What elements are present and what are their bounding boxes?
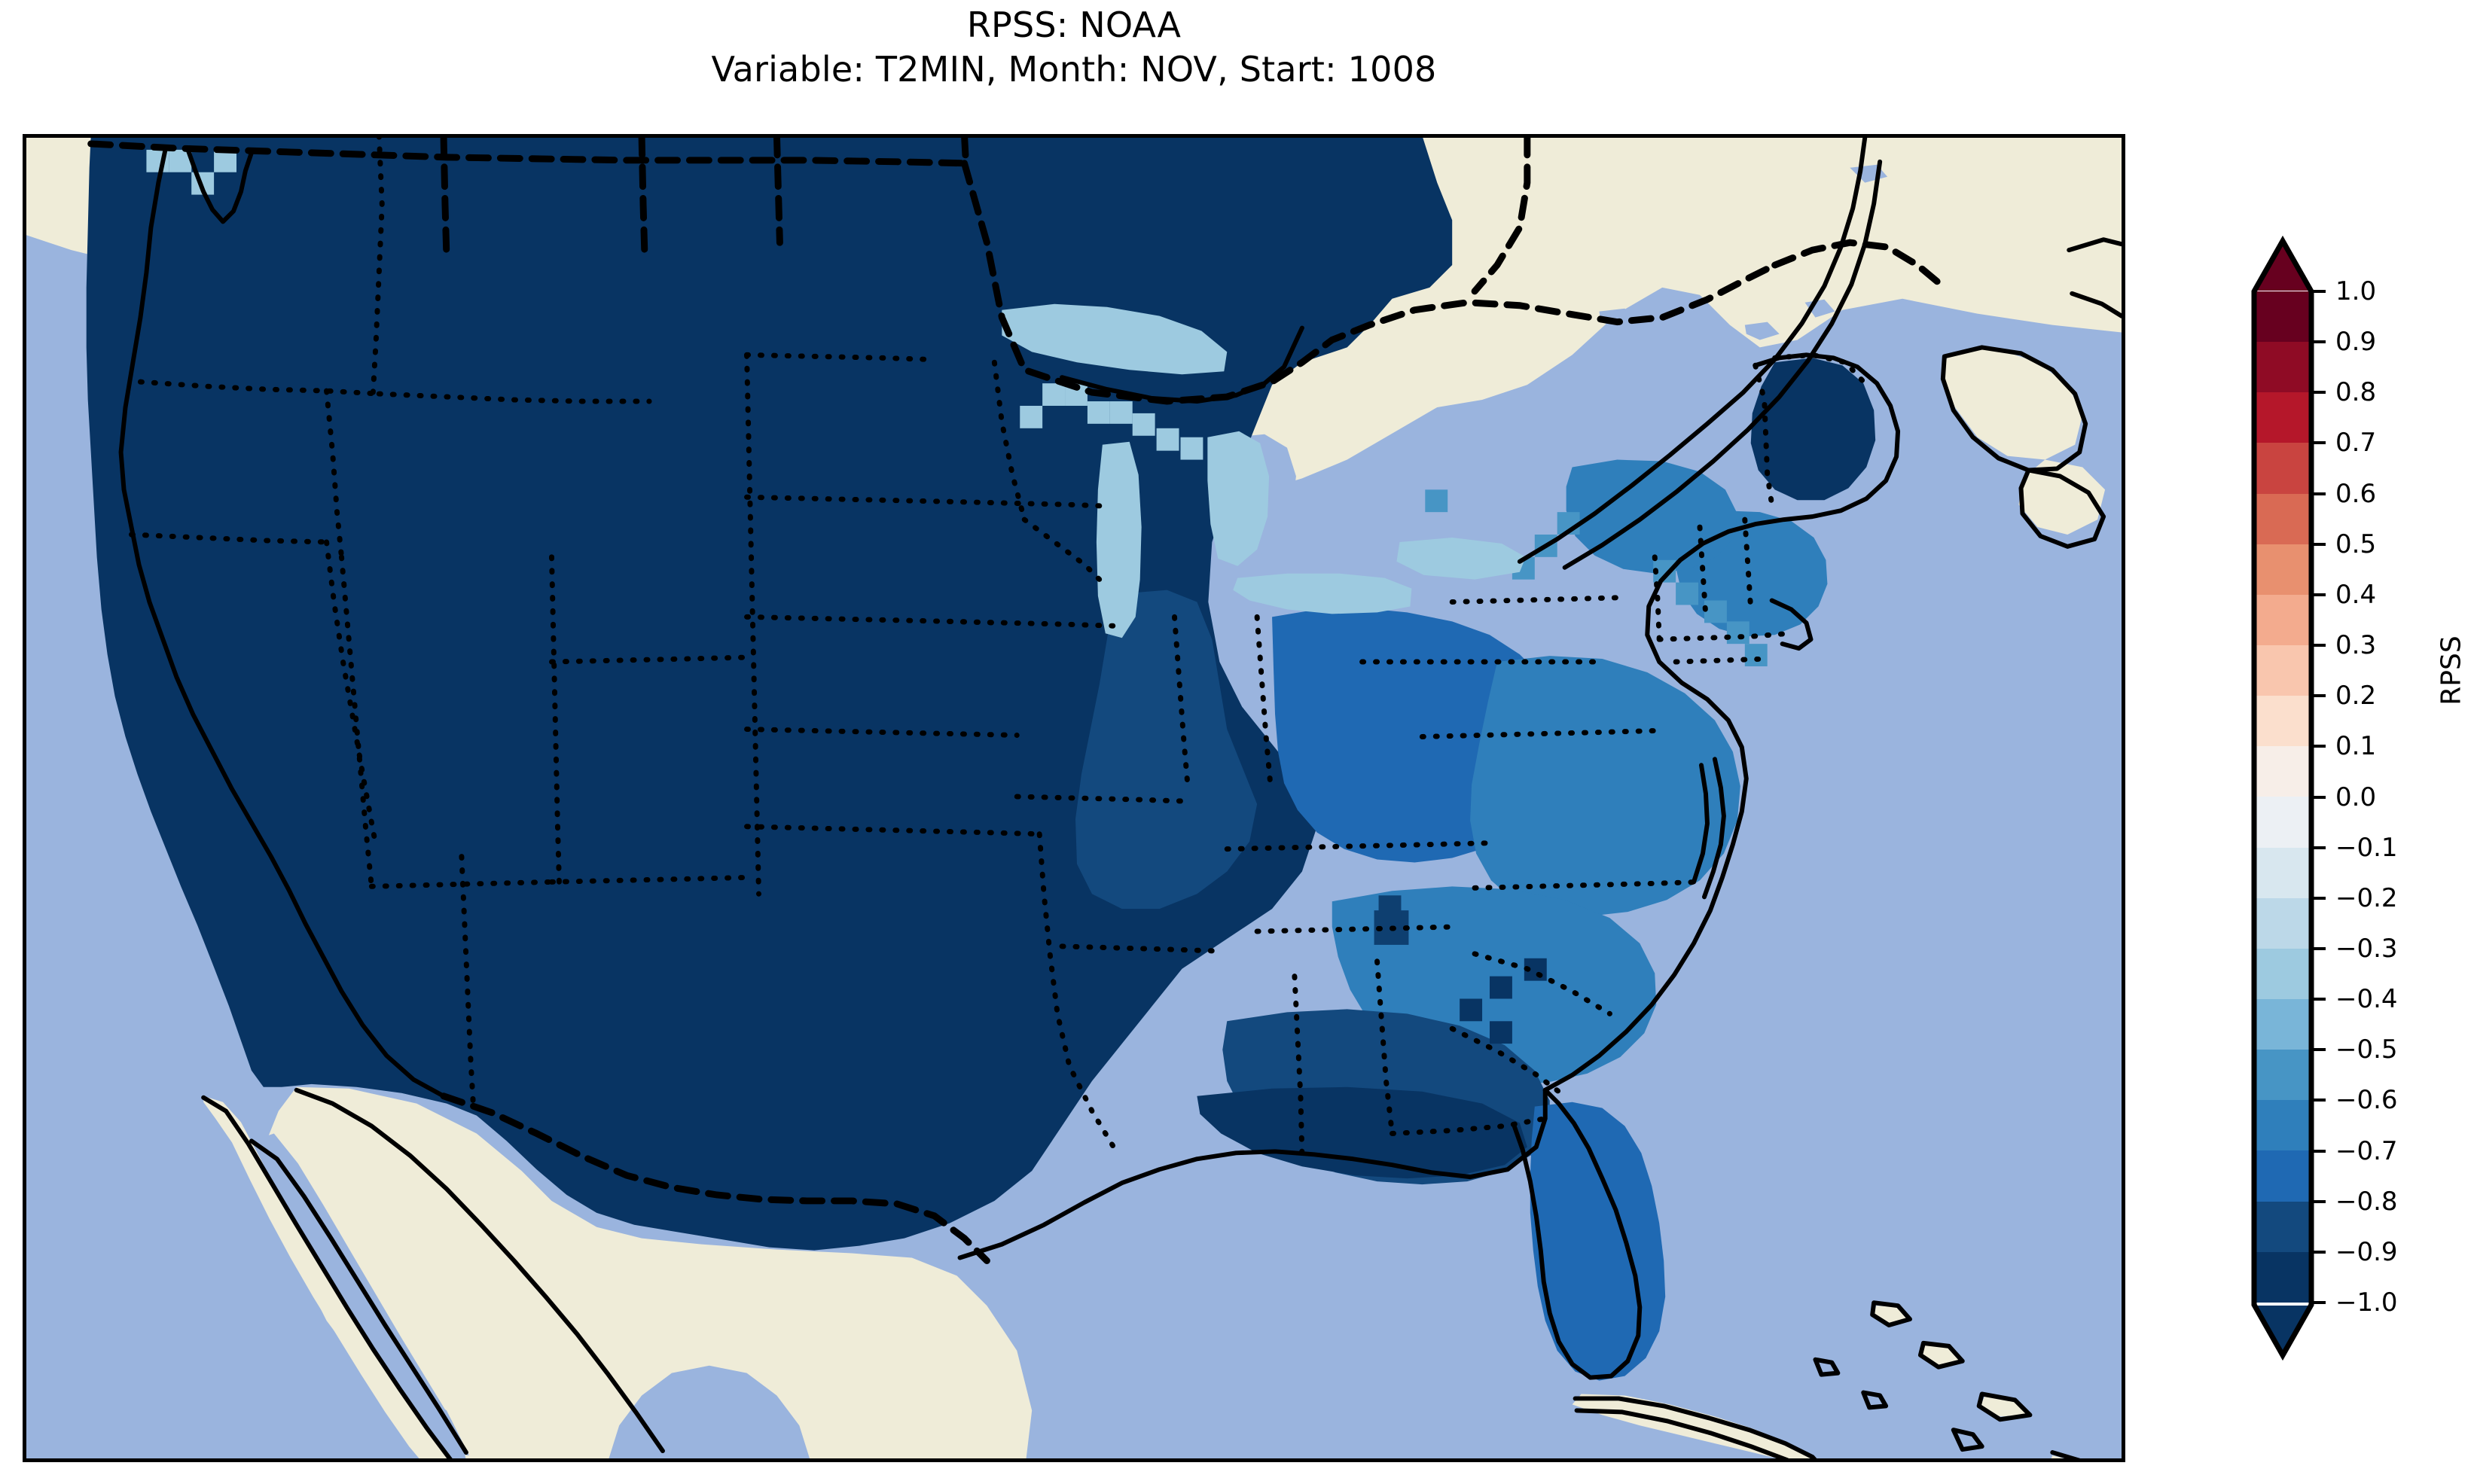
colorbar-tick-label: 0.7 [2335, 428, 2377, 459]
colorbar-tick-label: 0.6 [2335, 478, 2377, 509]
colorbar-tick-label: −0.9 [2335, 1236, 2398, 1267]
colorbar-tick-mark [2311, 896, 2326, 900]
colorbar-band [2254, 696, 2311, 747]
colorbar-tick-mark [2311, 694, 2326, 698]
colorbar-tick-label: −0.5 [2335, 1035, 2398, 1065]
colorbar-band [2254, 594, 2311, 645]
colorbar-outline [2251, 235, 2314, 1361]
colorbar-band [2254, 291, 2311, 343]
colorbar-band [2254, 1150, 2311, 1202]
colorbar-tick-mark [2311, 290, 2326, 293]
colorbar-tick-mark [2311, 542, 2326, 546]
colorbar-tick-mark [2311, 492, 2326, 495]
colorbar-axis-label: RPSS [2421, 0, 2467, 1484]
colorbar-band [2254, 392, 2311, 443]
colorbar: 1.0 0.9 0.8 0.7 0.6 0.5 0.4 0.3 0.2 0.1 0.0 −0.1 −0.… [2251, 235, 2398, 1361]
colorbar-band [2254, 797, 2311, 848]
colorbar-band [2254, 847, 2311, 898]
colorbar-label-text: RPSS [2436, 635, 2467, 705]
colorbar-tick-mark [2311, 340, 2326, 344]
colorbar-band [2254, 644, 2311, 696]
colorbar-tick-mark [2311, 644, 2326, 648]
colorbar-tick-label: −1.0 [2335, 1287, 2398, 1318]
colorbar-tick-mark [2311, 441, 2326, 445]
colorbar-band [2254, 746, 2311, 797]
colorbar-tick-mark [2311, 1250, 2326, 1254]
figure-title: RPSS: NOAA Variable: T2MIN, Month: NOV, … [0, 3, 2148, 92]
colorbar-tick-label: −0.7 [2335, 1135, 2398, 1166]
colorbar-tick-label: 0.2 [2335, 681, 2377, 712]
colorbar-tick-label: −0.1 [2335, 832, 2398, 863]
title-line-2: Variable: T2MIN, Month: NOV, Start: 1008 [711, 48, 1437, 90]
colorbar-band [2254, 998, 2311, 1050]
colorbar-tick-mark [2311, 1048, 2326, 1052]
colorbar-tick-label: −0.3 [2335, 933, 2398, 964]
colorbar-band [2254, 493, 2311, 544]
colorbar-tick-mark [2311, 1199, 2326, 1203]
colorbar-tick-label: −0.4 [2335, 984, 2398, 1015]
colorbar-band [2254, 897, 2311, 949]
colorbar-tick-label: 0.9 [2335, 327, 2377, 358]
colorbar-band [2254, 1251, 2311, 1303]
colorbar-tick-mark [2311, 846, 2326, 849]
colorbar-tick-label: −0.8 [2335, 1186, 2398, 1217]
rpss-data-field [86, 138, 1876, 1381]
colorbar-tick-label: −0.2 [2335, 882, 2398, 913]
colorbar-tick-label: 0.3 [2335, 630, 2377, 661]
colorbar-tick-mark [2311, 745, 2326, 748]
colorbar-extend-over [2256, 242, 2310, 291]
colorbar-tick-mark [2311, 391, 2326, 395]
colorbar-band [2254, 544, 2311, 595]
colorbar-band [2254, 1100, 2311, 1151]
colorbar-tick-label: −0.6 [2335, 1085, 2398, 1116]
colorbar-ticks: 1.0 0.9 0.8 0.7 0.6 0.5 0.4 0.3 0.2 0.1 0.0 −0.1 −0.… [2311, 241, 2474, 1355]
colorbar-extend-under [2256, 1306, 2310, 1354]
map-axes [23, 134, 2125, 1462]
colorbar-tick-mark [2311, 946, 2326, 950]
colorbar-tick-mark [2311, 1149, 2326, 1153]
colorbar-band [2254, 342, 2311, 393]
colorbar-bands [2254, 291, 2311, 1303]
state-boundaries [87, 138, 1948, 1264]
colorbar-band [2254, 1201, 2311, 1252]
colorbar-tick-label: 0.4 [2335, 579, 2377, 610]
colorbar-tick-label: 0.1 [2335, 731, 2377, 762]
colorbar-tick-mark [2311, 998, 2326, 1001]
colorbar-tick-label: 0.8 [2335, 377, 2377, 408]
colorbar-tick-mark [2311, 1099, 2326, 1102]
map-svg [26, 138, 2122, 1458]
colorbar-tick-label: 0.0 [2335, 782, 2377, 812]
colorbar-band [2254, 948, 2311, 999]
colorbar-tick-label: 0.5 [2335, 529, 2377, 559]
colorbar-tick-label: 1.0 [2335, 276, 2377, 306]
colorbar-tick-mark [2311, 1301, 2326, 1304]
colorbar-band [2254, 443, 2311, 494]
colorbar-tick-mark [2311, 593, 2326, 596]
colorbar-tick-mark [2311, 795, 2326, 799]
title-line-1: RPSS: NOAA [966, 5, 1182, 45]
colorbar-band [2254, 1050, 2311, 1101]
